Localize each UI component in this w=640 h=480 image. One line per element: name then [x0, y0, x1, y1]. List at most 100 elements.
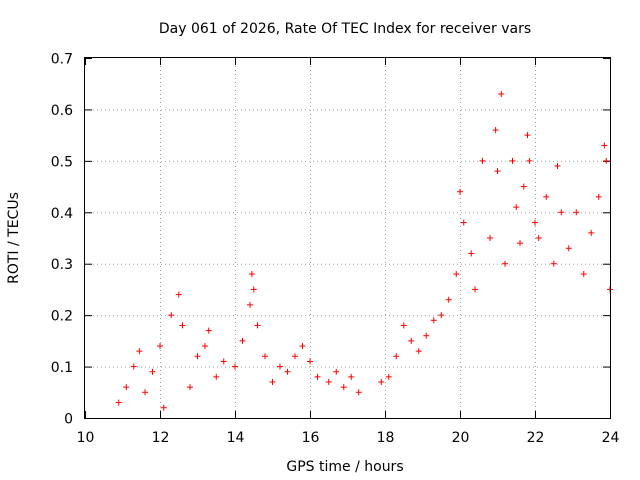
data-point: [400, 322, 407, 329]
data-point: [543, 193, 550, 200]
data-point: [517, 240, 523, 247]
data-point: [202, 343, 208, 349]
data-point: [220, 358, 227, 365]
data-point: [588, 229, 595, 236]
data-point: [468, 250, 475, 257]
y-tick-label: 0.7: [51, 52, 73, 68]
x-tick-label: 18: [377, 430, 395, 446]
y-tick-label: 0.1: [51, 360, 73, 376]
y-tick-label: 0.2: [51, 309, 73, 325]
x-tick-label: 12: [152, 430, 170, 446]
chart-title: Day 061 of 2026, Rate Of TEC Index for r…: [159, 21, 531, 37]
data-point: [479, 157, 486, 164]
data-point: [247, 301, 253, 308]
data-point: [348, 373, 355, 380]
data-point: [175, 291, 182, 298]
x-tick-label: 24: [602, 430, 620, 446]
data-point: [498, 91, 505, 97]
data-point: [573, 209, 580, 216]
data-point: [187, 384, 193, 391]
data-point: [160, 404, 167, 411]
data-point: [378, 379, 385, 385]
data-point: [509, 157, 516, 164]
data-point: [457, 188, 463, 195]
data-point: [355, 389, 362, 396]
data-point: [157, 343, 163, 349]
data-point: [513, 204, 520, 211]
y-tick-label: 0.5: [51, 154, 73, 170]
data-point: [248, 271, 255, 277]
data-point: [423, 332, 430, 339]
data-points: [115, 91, 613, 411]
data-point: [277, 363, 283, 370]
data-point: [130, 363, 137, 370]
grid-lines: [85, 58, 610, 418]
y-tick-label: 0.3: [51, 257, 73, 273]
x-tick-label: 16: [302, 430, 320, 446]
data-point: [438, 312, 445, 319]
data-point: [558, 209, 565, 216]
data-point: [284, 368, 291, 375]
data-point: [487, 235, 493, 241]
data-point: [250, 286, 257, 293]
data-point: [213, 373, 220, 380]
data-point: [524, 132, 531, 139]
data-point: [460, 219, 467, 226]
data-point: [565, 245, 572, 252]
data-point: [472, 286, 478, 293]
data-point: [168, 312, 175, 319]
data-point: [194, 353, 201, 360]
data-point: [393, 353, 400, 360]
plot-frame: [84, 57, 611, 419]
data-point: [408, 337, 415, 344]
data-point: [430, 317, 437, 324]
data-point: [325, 379, 332, 385]
data-point: [254, 322, 261, 329]
data-point: [550, 260, 557, 267]
data-point: [299, 343, 306, 349]
data-point: [453, 271, 460, 277]
data-point: [239, 337, 246, 344]
data-point: [532, 219, 538, 226]
data-point: [494, 168, 501, 175]
x-axis-label: GPS time / hours: [286, 459, 403, 475]
data-point: [292, 353, 298, 360]
y-axis-label: ROTI / TECUs: [6, 192, 22, 284]
x-tick-label: 14: [227, 430, 245, 446]
data-point: [526, 157, 533, 164]
data-point: [580, 271, 587, 277]
y-tick-label: 0.4: [51, 206, 73, 222]
data-point: [492, 127, 499, 133]
data-point: [142, 389, 148, 396]
data-point: [603, 157, 610, 164]
data-point: [535, 235, 542, 241]
data-point: [205, 327, 212, 334]
data-point: [554, 163, 561, 169]
data-point: [415, 348, 422, 355]
data-point: [149, 368, 156, 375]
data-point: [262, 353, 268, 360]
data-point: [333, 368, 340, 375]
data-point: [269, 379, 276, 385]
data-point: [136, 348, 143, 355]
data-point: [179, 322, 186, 329]
data-point: [601, 142, 608, 149]
axis-ticks: 10 12 14 16 18 20 22 24 0 0.1 0.2 0.3 0.4 0.5 0.6 0.7: [51, 52, 620, 447]
data-point: [314, 373, 321, 380]
data-point: [502, 260, 508, 267]
data-point: [232, 363, 238, 370]
data-point: [385, 373, 392, 380]
data-point: [520, 183, 527, 190]
data-point: [445, 296, 452, 303]
data-point: [595, 193, 602, 200]
x-tick-label: 20: [452, 430, 470, 446]
data-point: [340, 384, 347, 391]
data-point: [115, 399, 122, 406]
data-point: [307, 358, 313, 365]
x-tick-label: 22: [527, 430, 545, 446]
y-tick-label: 0: [64, 412, 73, 428]
data-point: [123, 384, 130, 391]
y-tick-label: 0.6: [51, 103, 73, 119]
x-tick-label: 10: [77, 430, 95, 446]
